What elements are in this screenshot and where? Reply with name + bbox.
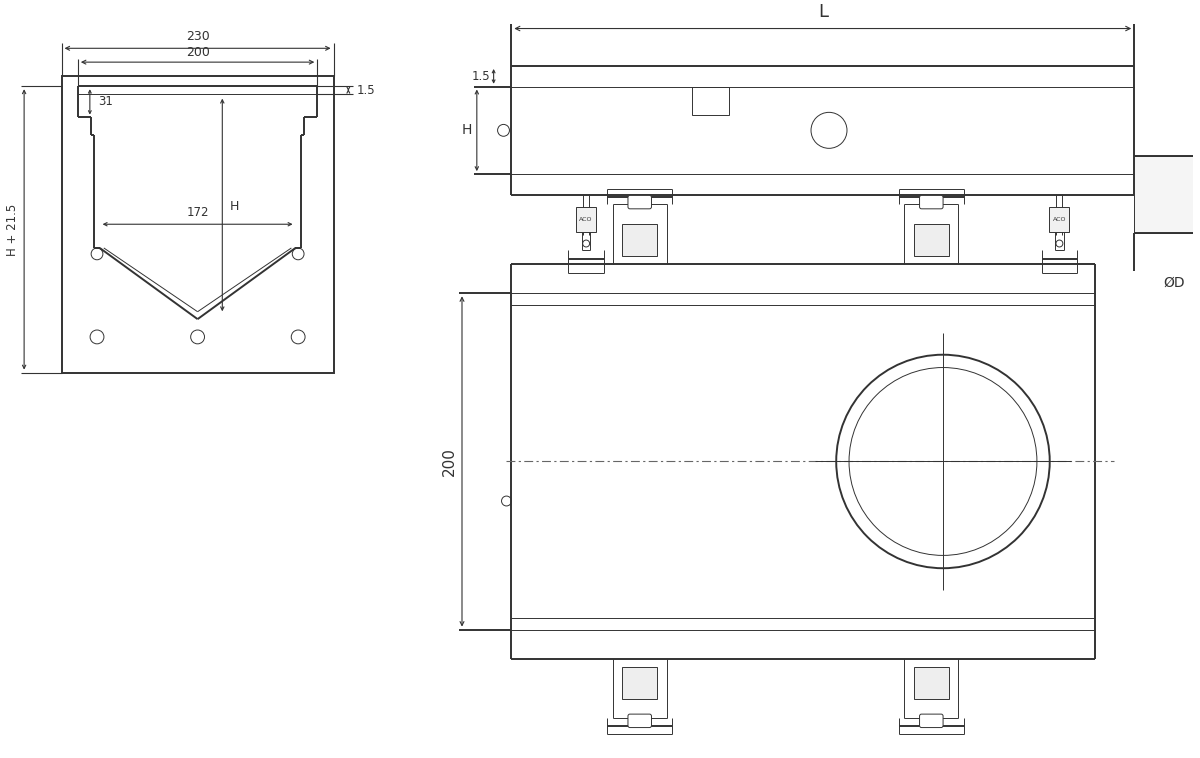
Bar [692, 86, 730, 115]
Text: 200: 200 [442, 447, 457, 476]
Text: 1.5: 1.5 [472, 70, 491, 83]
Bar [914, 667, 949, 699]
Text: H + 21.5: H + 21.5 [6, 203, 19, 255]
Bar [1050, 207, 1069, 232]
Bar [914, 224, 949, 256]
Bar [623, 224, 658, 256]
Text: ACO: ACO [1052, 217, 1066, 222]
Text: 172: 172 [186, 206, 209, 219]
Text: H: H [462, 124, 472, 137]
Text: L: L [817, 2, 828, 20]
Text: ACO: ACO [580, 217, 593, 222]
FancyBboxPatch shape [628, 196, 652, 208]
FancyBboxPatch shape [919, 196, 943, 208]
FancyBboxPatch shape [919, 714, 943, 728]
Text: 31: 31 [97, 96, 113, 108]
Text: ØD: ØD [1163, 276, 1184, 290]
Text: H: H [230, 200, 240, 213]
Text: 200: 200 [186, 46, 210, 59]
FancyBboxPatch shape [628, 714, 652, 728]
Text: 1.5: 1.5 [356, 83, 374, 96]
Bar [576, 207, 596, 232]
Bar [1134, 156, 1200, 233]
Bar [61, 76, 334, 372]
Bar [623, 667, 658, 699]
Text: 230: 230 [186, 30, 210, 43]
